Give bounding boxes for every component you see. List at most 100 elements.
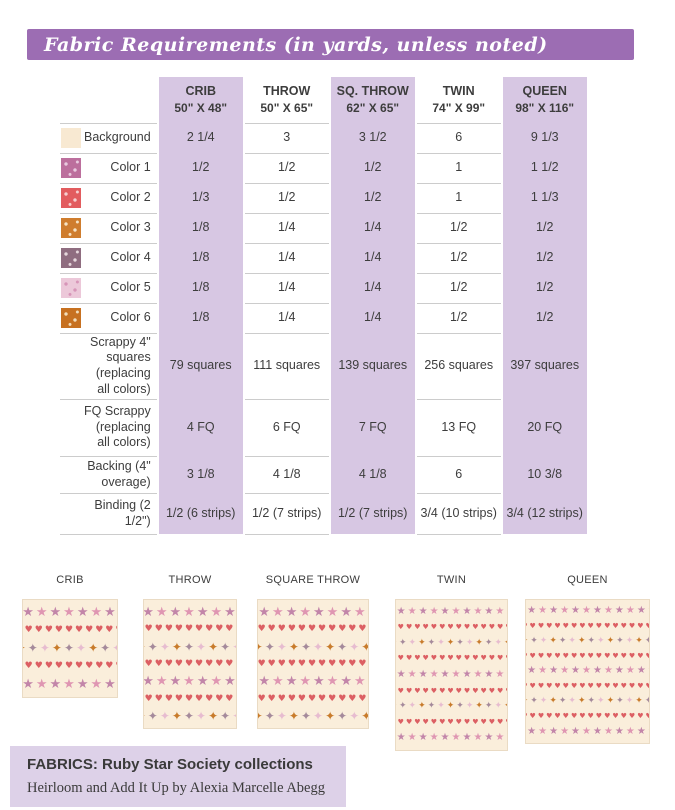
table-row: Color 2 1/3 1/2 1/2 1 1 1/3	[60, 183, 589, 214]
heart-block-icon: ♥	[463, 686, 471, 695]
star-block-icon: ★	[614, 604, 624, 616]
row-label-cell: Background	[60, 123, 158, 154]
value-cell: 3 1/8	[156, 456, 245, 493]
star-block-icon: ★	[648, 666, 649, 676]
star-block-icon: ★	[527, 665, 537, 677]
star-block-icon: ★	[451, 732, 461, 744]
heart-block-icon: ♥	[595, 651, 603, 660]
pinwheel-block-icon: ✦	[208, 639, 219, 654]
pinwheel-block-icon: ✦	[427, 701, 436, 712]
heart-block-icon: ♥	[612, 621, 619, 630]
heart-block-icon: ♥	[115, 626, 117, 635]
star-block-icon: ★	[560, 665, 570, 677]
heart-block-icon: ♥	[463, 654, 471, 663]
heart-block-icon: ♥	[258, 658, 266, 669]
star-block-icon: ★	[418, 732, 428, 744]
star-block-icon: ★	[285, 604, 298, 620]
value-cell: 1/2	[415, 303, 502, 334]
heart-block-icon: ♥	[215, 658, 224, 669]
star-block-icon: ★	[495, 668, 505, 680]
table-row: Backing (4" overage) 3 1/8 4 1/8 4 1/8 6 10 3…	[60, 456, 589, 494]
quilt-hearts-row: ♥♥♥♥♥♥♥♥♥♥♥	[144, 694, 236, 705]
pinwheel-block-icon: ✦	[418, 637, 426, 648]
pinwheel-block-icon: ✦	[446, 701, 455, 712]
quilt-pinwheels-row: ✦✦✦✦✦✦✦✦✦	[23, 641, 117, 655]
heart-block-icon: ♥	[414, 717, 421, 726]
heart-block-icon: ♥	[144, 658, 153, 669]
heart-block-icon: ♥	[637, 621, 644, 630]
star-block-icon: ★	[76, 676, 89, 692]
row-label-cell: Backing (4" overage)	[60, 456, 158, 494]
heart-block-icon: ♥	[54, 660, 63, 671]
heart-block-icon: ♥	[318, 658, 327, 669]
star-block-icon: ★	[473, 605, 483, 617]
pinwheel-block-icon: ✦	[361, 710, 368, 722]
heart-block-icon: ♥	[154, 658, 163, 669]
heart-block-icon: ♥	[570, 682, 578, 691]
heart-block-icon: ♥	[105, 625, 114, 636]
heart-block-icon: ♥	[164, 624, 173, 635]
pinwheel-block-icon: ✦	[456, 701, 464, 712]
star-block-icon: ★	[210, 604, 223, 620]
heart-block-icon: ♥	[595, 712, 603, 721]
heart-block-icon: ♥	[604, 621, 611, 630]
value-cell: 1/4	[243, 303, 330, 334]
row-label-cell: Color 3	[60, 213, 158, 244]
column-size-name: THROW	[263, 83, 311, 98]
pinwheel-block-icon: ✦	[597, 696, 605, 707]
star-block-icon: ★	[353, 604, 366, 620]
pinwheel-block-icon: ✦	[539, 635, 548, 646]
heart-block-icon: ♥	[587, 621, 594, 630]
color-2-fabric-swatch	[61, 188, 81, 208]
table-row: Color 6 1/8 1/4 1/4 1/2 1/2	[60, 303, 589, 334]
pinwheel-block-icon: ✦	[597, 635, 605, 646]
heart-block-icon: ♥	[628, 712, 636, 721]
value-cell: 1 1/2	[500, 153, 589, 183]
heart-block-icon: ♥	[620, 712, 627, 721]
pinwheel-block-icon: ✦	[396, 702, 397, 711]
star-block-icon: ★	[23, 605, 34, 621]
heart-block-icon: ♥	[645, 683, 649, 690]
row-label: Color 3	[110, 220, 151, 235]
quilt-pinwheels-row: ✦✦✦✦✦✦✦✦✦	[144, 709, 236, 723]
heart-block-icon: ♥	[612, 651, 619, 660]
value-cell: 1	[415, 153, 502, 184]
heart-block-icon: ♥	[439, 686, 446, 695]
heart-block-icon: ♥	[287, 658, 296, 669]
color-1-fabric-swatch	[61, 158, 81, 178]
heart-block-icon: ♥	[480, 686, 487, 695]
heart-block-icon: ♥	[554, 651, 561, 660]
color-3-fabric-swatch	[61, 218, 81, 238]
heart-block-icon: ♥	[307, 693, 317, 704]
pinwheel-block-icon: ✦	[183, 639, 195, 654]
star-block-icon: ★	[169, 674, 182, 690]
heart-block-icon: ♥	[414, 654, 421, 663]
value-cell: 1/2	[500, 243, 589, 273]
star-block-icon: ★	[196, 604, 209, 620]
value-cell: 1/2	[415, 243, 502, 274]
value-cell: 1/2	[243, 153, 330, 184]
quilt-image-crib: ★★★★★★★★★♥♥♥♥♥♥♥♥♥♥♥✦✦✦✦✦✦✦✦✦♥♥♥♥♥♥♥♥♥♥♥…	[22, 599, 118, 698]
star-block-icon: ★	[144, 606, 154, 619]
quilt-pinwheels-row: ✦✦✦✦✦✦✦✦✦✦✦✦✦✦	[526, 696, 649, 707]
heart-block-icon: ♥	[338, 693, 347, 704]
heart-block-icon: ♥	[562, 682, 569, 691]
fabrics-collections-text: FABRICS: Ruby Star Society collections	[27, 756, 313, 773]
star-block-icon: ★	[648, 727, 649, 737]
value-cell: 7 FQ	[328, 399, 417, 456]
fabrics-note-box: FABRICS: Ruby Star Society collections H…	[10, 746, 346, 807]
quilt-stars-row: ★★★★★★★★★	[23, 677, 117, 692]
heart-block-icon: ♥	[358, 658, 367, 669]
star-block-icon: ★	[155, 604, 168, 620]
star-block-icon: ★	[104, 605, 116, 621]
heart-block-icon: ♥	[554, 682, 561, 691]
heart-block-icon: ♥	[472, 686, 479, 695]
star-block-icon: ★	[473, 732, 483, 744]
value-cell: 1	[415, 183, 502, 214]
pinwheel-block-icon: ✦	[577, 635, 586, 646]
pinwheel-block-icon: ✦	[558, 635, 567, 646]
heart-block-icon: ♥	[338, 624, 347, 635]
value-cell: 1/8	[156, 273, 245, 303]
heart-block-icon: ♥	[397, 654, 404, 663]
